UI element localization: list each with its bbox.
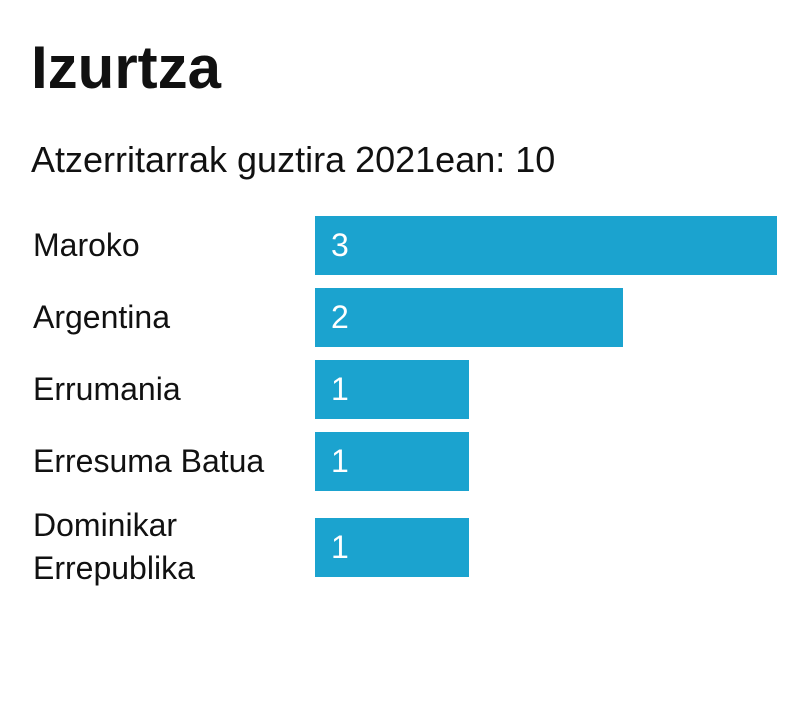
bar-area: 2	[315, 288, 777, 347]
bar-list: Maroko 3 Argentina 2 Errumania 1 Erresuma Batu…	[0, 216, 810, 590]
chart-subtitle: Atzerritarrak guztira 2021ean: 10	[31, 139, 556, 180]
category-label: Erresuma Batua	[33, 443, 265, 479]
bar-row: Maroko 3	[0, 216, 810, 275]
bar-area: 1	[315, 360, 777, 419]
category-label: Dominikar Errepublika	[33, 507, 195, 586]
category-label: Argentina	[33, 299, 170, 335]
bar: 1	[315, 432, 469, 491]
data-label: 3	[331, 227, 349, 263]
data-label: 1	[331, 371, 349, 407]
data-label: 2	[331, 299, 349, 335]
bar: 1	[315, 360, 469, 419]
category-label: Errumania	[33, 371, 181, 407]
bar-area: 3	[315, 216, 777, 275]
bar-row: Dominikar Errepublika 1	[0, 504, 810, 590]
bar-area: 1	[315, 517, 777, 577]
bar-row: Argentina 2	[0, 288, 810, 347]
chart-title: Izurtza	[31, 34, 222, 101]
bar-area: 1	[315, 432, 777, 491]
bar: 3	[315, 216, 777, 275]
category-label: Maroko	[33, 227, 140, 263]
bar-row: Erresuma Batua 1	[0, 432, 810, 491]
data-label: 1	[331, 528, 349, 565]
bar: 2	[315, 288, 623, 347]
data-label: 1	[331, 443, 349, 479]
bar-row: Errumania 1	[0, 360, 810, 419]
bar: 1	[315, 517, 469, 577]
